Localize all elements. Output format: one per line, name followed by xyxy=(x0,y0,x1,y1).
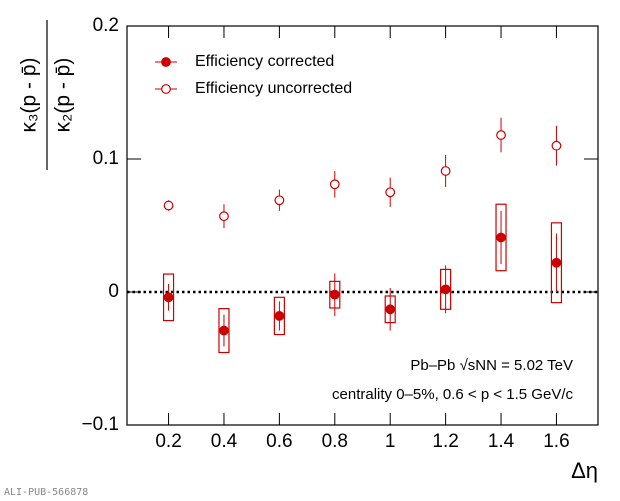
sys-box xyxy=(550,222,563,304)
x-tick-label: 1.2 xyxy=(432,431,458,452)
x-tick-label: 1 xyxy=(385,431,396,452)
x-axis-label: Δη xyxy=(571,458,598,483)
y-tick-label: 0.1 xyxy=(93,148,119,169)
marker xyxy=(551,257,562,268)
marker xyxy=(219,325,229,336)
y-label-denominator: κ₂(p - p̄) xyxy=(52,58,75,133)
marker xyxy=(496,130,506,140)
annotation: Pb–Pb √sNN = 5.02 TeV xyxy=(410,357,573,374)
marker xyxy=(385,304,396,315)
marker xyxy=(385,187,396,198)
sys-box xyxy=(218,308,230,354)
sys-box xyxy=(273,296,285,336)
marker xyxy=(163,292,174,303)
x-tick-label: 0.2 xyxy=(155,431,181,452)
x-tick-label: 0.6 xyxy=(266,431,292,452)
x-tick-label: 1.6 xyxy=(543,431,569,452)
marker xyxy=(274,311,285,321)
legend-marker xyxy=(161,84,171,94)
legend-marker xyxy=(161,57,171,67)
y-axis-label: κ₃(p - p̄) κ₂(p - p̄) xyxy=(18,20,75,170)
sys-box xyxy=(162,273,175,322)
x-tick-label: 0.8 xyxy=(322,431,348,452)
marker xyxy=(274,195,285,206)
sys-box xyxy=(495,203,507,272)
y-label-numerator: κ₃(p - p̄) xyxy=(18,57,41,132)
y-tick-label: 0 xyxy=(108,281,119,302)
y-tick-label: 0.2 xyxy=(93,15,119,36)
annotation: centrality 0–5%, 0.6 < p < 1.5 GeV/c xyxy=(332,386,573,403)
marker xyxy=(163,200,174,211)
marker xyxy=(440,166,451,176)
watermark: ALI-PUB-566878 xyxy=(4,487,88,498)
marker xyxy=(551,140,562,151)
x-tick-label: 1.4 xyxy=(488,431,515,452)
marker xyxy=(219,211,229,222)
legend-label: Efficiency uncorrected xyxy=(195,80,352,97)
y-tick-label: −0.1 xyxy=(81,414,119,435)
marker xyxy=(496,232,506,243)
x-tick-label: 0.4 xyxy=(211,431,238,452)
legend-label: Efficiency corrected xyxy=(195,53,334,70)
marker xyxy=(329,179,340,190)
plot-frame xyxy=(126,25,599,426)
marker xyxy=(329,289,340,300)
marker xyxy=(440,284,451,295)
